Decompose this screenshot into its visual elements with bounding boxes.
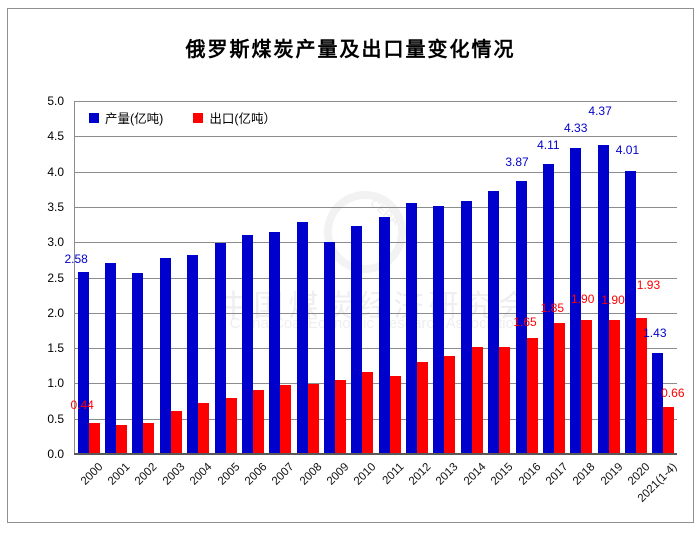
bar-export-2009: [334, 379, 346, 454]
y-tick-label: 0.5: [47, 411, 64, 426]
data-label: 3.87: [505, 154, 529, 169]
bar-export-2005: [225, 397, 237, 454]
legend-label: 出口(亿吨）: [209, 112, 276, 126]
data-label: 4.33: [564, 121, 588, 136]
bar-export-2015: [499, 346, 511, 454]
bar-production-2007: [269, 232, 281, 454]
bar-export-2000: [88, 422, 100, 454]
bar-production-2003: [159, 258, 171, 454]
chart-legend: 产量(亿吨) 出口(亿吨）: [89, 108, 276, 127]
gridline-0.5: [75, 418, 677, 420]
legend-item-export: 出口(亿吨）: [193, 108, 276, 127]
y-tick-label: 4.5: [47, 129, 64, 144]
bar-export-2006: [252, 390, 264, 454]
y-tick-label: 2.0: [47, 305, 64, 320]
bar-export-2018: [581, 319, 593, 454]
bar-production-2018: [570, 148, 582, 454]
bar-export-2021(1-4): [663, 407, 675, 454]
legend-swatch-icon: [193, 112, 204, 123]
gridline-2.5: [75, 277, 677, 279]
data-label: 4.37: [588, 104, 612, 119]
bar-production-2005: [214, 242, 226, 454]
data-label: 0.44: [70, 397, 94, 412]
bar-production-2001: [105, 263, 117, 454]
bar-production-2008: [296, 221, 308, 454]
bar-export-2008: [307, 384, 319, 454]
bar-production-2002: [132, 273, 144, 454]
data-label: 1.93: [636, 277, 661, 292]
y-tick-label: 5.0: [47, 94, 64, 108]
data-label: 1.65: [513, 314, 537, 329]
bar-export-2002: [143, 422, 155, 454]
y-tick-label: 4.0: [47, 164, 64, 179]
bar-production-2014: [460, 201, 472, 454]
legend-item-production: 产量(亿吨): [89, 108, 163, 127]
bar-export-2003: [170, 410, 182, 454]
data-label: 4.01: [615, 142, 640, 157]
gridline-2.0: [75, 312, 677, 314]
data-label: 2.58: [64, 251, 88, 266]
bar-production-2019: [597, 145, 609, 454]
bar-production-2015: [488, 190, 500, 454]
chart-frame: 俄罗斯煤炭产量及出口量变化情况 5.0 4.5 4.0 3.5 3.0 2.5 2.0 1.5…: [7, 8, 694, 523]
gridline-4.0: [75, 171, 677, 173]
bar-production-2021(1-4): [652, 353, 664, 454]
bar-export-2004: [198, 403, 210, 454]
bar-export-2007: [280, 384, 292, 454]
bar-production-2011: [378, 216, 390, 454]
legend-swatch-icon: [89, 112, 99, 123]
data-label: 1.85: [540, 301, 565, 316]
gridline-1.0: [75, 383, 677, 385]
bar-production-2000: [77, 271, 89, 454]
bar-production-2006: [241, 235, 253, 454]
bar-production-2013: [433, 205, 445, 454]
y-tick-label: 0.0: [47, 447, 64, 461]
bar-export-2014: [471, 346, 483, 454]
bar-production-2016: [515, 180, 527, 454]
bar-export-2012: [417, 362, 429, 454]
plot-area: CERA 中国煤炭经济研究会 China Coal Economic Resea…: [64, 101, 684, 505]
bar-export-2011: [389, 376, 401, 454]
bar-export-2013: [444, 355, 456, 454]
y-axis-labels: 5.0 4.5 4.0 3.5 3.0 2.5 2.0 1.5 1.0 0.5 0.0: [26, 94, 64, 461]
bar-export-2019: [608, 319, 620, 454]
bar-export-2001: [116, 425, 128, 454]
bar-export-2010: [362, 372, 374, 454]
bar-production-2017: [542, 163, 554, 454]
bar-production-2009: [323, 241, 335, 454]
data-label: 1.90: [601, 292, 625, 307]
y-tick-label: 3.5: [47, 199, 64, 214]
bar-production-2020: [624, 170, 636, 454]
y-tick-label: 2.5: [47, 270, 64, 285]
data-label: 1.43: [643, 326, 667, 341]
chart-title: 俄罗斯煤炭产量及出口量变化情况: [185, 39, 516, 61]
bar-export-2017: [553, 323, 565, 454]
data-label: 0.66: [661, 386, 685, 401]
gridline-1.5: [75, 348, 677, 350]
data-label: 4.11: [537, 137, 560, 152]
y-tick-label: 1.5: [47, 341, 64, 356]
bar-export-2016: [526, 337, 538, 454]
bar-export-2020: [635, 317, 647, 454]
bar-production-2010: [351, 225, 363, 454]
data-label: 1.90: [571, 291, 595, 306]
gridline-4.5: [75, 136, 677, 138]
y-tick-label: 1.0: [47, 376, 64, 391]
watermark-logo-icon: CERA: [324, 191, 406, 273]
bar-production-2004: [187, 254, 199, 454]
y-tick-label: 3.0: [47, 235, 64, 250]
legend-label: 产量(亿吨): [105, 112, 164, 126]
x-axis-line: [74, 453, 677, 455]
bar-production-2012: [406, 203, 418, 454]
gridline-5.0: [75, 101, 677, 102]
